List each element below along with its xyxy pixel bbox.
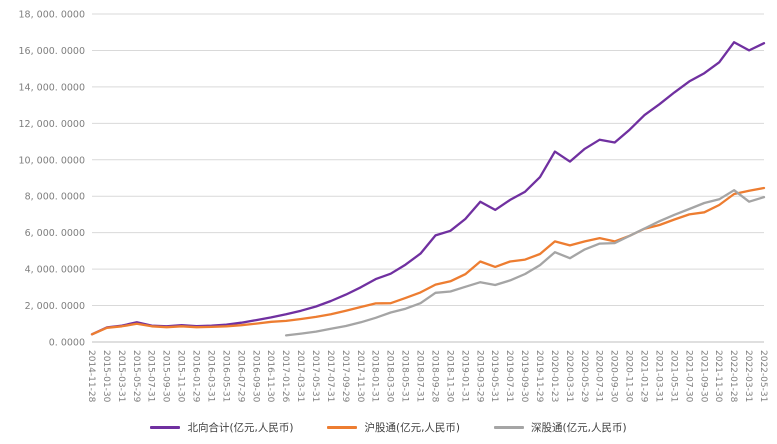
legend-item-hugutong: 沪股通(亿元,人民币) — [327, 420, 460, 435]
x-tick-label: 2020-07-31 — [594, 350, 604, 402]
chart-legend: 北向合计(亿元,人民币) 沪股通(亿元,人民币) 深股通(亿元,人民币) — [0, 414, 777, 440]
x-tick-label: 2020-01-23 — [549, 350, 559, 402]
x-tick-label: 2017-03-31 — [295, 350, 305, 402]
x-tick-label: 2016-03-31 — [205, 350, 215, 402]
legend-label-hugutong: 沪股通(亿元,人民币) — [364, 421, 461, 434]
x-tick-label: 2017-05-31 — [310, 350, 320, 402]
x-tick-label: 2020-05-29 — [579, 350, 589, 403]
x-tick-label: 2014-11-28 — [86, 350, 96, 403]
x-tick-label: 2021-09-30 — [698, 350, 708, 403]
x-tick-label: 2015-09-30 — [161, 350, 171, 403]
x-tick-label: 2016-05-31 — [220, 350, 230, 402]
legend-label-shengutong: 深股通(亿元,人民币) — [531, 421, 627, 434]
legend-item-beixiang-total: 北向合计(亿元,人民币) — [150, 420, 293, 435]
x-tick-label: 2016-07-29 — [235, 350, 245, 403]
legend-item-shengutong: 深股通(亿元,人民币) — [494, 420, 627, 435]
x-tick-label: 2019-03-29 — [474, 350, 484, 403]
x-tick-label: 2018-05-31 — [400, 350, 410, 402]
x-tick-label: 2015-01-30 — [101, 350, 111, 403]
x-tick-label: 2020-03-31 — [564, 350, 574, 402]
x-tick-label: 2019-01-31 — [459, 350, 469, 402]
x-tick-label: 2020-09-30 — [609, 350, 619, 403]
x-tick-label: 2019-11-29 — [534, 350, 544, 403]
y-tick-label: 4, 000. 0000 — [25, 265, 85, 276]
x-tick-label: 2018-01-31 — [370, 350, 380, 402]
x-tick-label: 2017-11-30 — [355, 350, 365, 403]
x-tick-label: 2021-01-29 — [639, 350, 649, 403]
x-tick-label: 2018-11-30 — [444, 350, 454, 403]
x-tick-label: 2022-03-31 — [743, 350, 753, 402]
x-tick-label: 2017-01-26 — [280, 350, 290, 403]
x-tick-label: 2021-05-31 — [668, 350, 678, 402]
line-chart: 0. 0000 2, 000. 0000 4, 000. 0000 6, 000. 0… — [19, 10, 768, 403]
series-line-shengutong — [284, 189, 766, 337]
y-tick-label: 14, 000. 0000 — [19, 82, 85, 93]
x-tick-label: 2017-09-29 — [340, 350, 350, 403]
y-tick-label: 2, 000. 0000 — [25, 301, 85, 312]
legend-swatch-shengutong — [494, 425, 525, 429]
y-tick-label: 6, 000. 0000 — [25, 228, 85, 239]
y-tick-label: 12, 000. 0000 — [19, 119, 85, 130]
x-tick-label: 2020-11-30 — [624, 350, 634, 403]
x-tick-label: 2017-07-31 — [325, 350, 335, 402]
x-tick-label: 2022-05-31 — [758, 350, 768, 402]
x-tick-label: 2016-09-30 — [250, 350, 260, 403]
x-tick-label: 2016-01-29 — [191, 350, 201, 403]
x-tick-label: 2015-07-31 — [146, 350, 156, 402]
y-tick-label: 10, 000. 0000 — [19, 155, 85, 166]
x-tick-label: 2021-07-30 — [683, 350, 693, 403]
series-line-beixiang-total — [90, 41, 766, 336]
x-tick-label: 2018-09-28 — [429, 350, 439, 403]
legend-swatch-beixiang-total — [150, 425, 181, 429]
x-tick-label: 2019-07-31 — [504, 350, 514, 402]
y-tick-label: 8, 000. 0000 — [25, 192, 85, 203]
x-tick-label: 2015-05-29 — [131, 350, 141, 403]
x-tick-label: 2022-01-28 — [728, 350, 738, 403]
x-tick-label: 2015-11-30 — [176, 350, 186, 403]
series-line-hugutong — [90, 186, 766, 336]
x-tick-label: 2015-03-31 — [116, 350, 126, 402]
x-tick-label: 2018-07-31 — [415, 350, 425, 402]
x-tick-label: 2019-09-30 — [519, 350, 529, 403]
legend-swatch-hugutong — [327, 425, 358, 429]
x-tick-label: 2021-03-31 — [653, 350, 663, 402]
x-tick-label: 2021-11-30 — [713, 350, 723, 403]
y-tick-label: 0. 0000 — [49, 338, 85, 349]
x-tick-label: 2018-03-30 — [385, 350, 395, 403]
x-tick-label: 2016-11-30 — [265, 350, 275, 403]
legend-label-beixiang-total: 北向合计(亿元,人民币) — [187, 421, 294, 434]
y-tick-label: 16, 000. 0000 — [19, 46, 85, 57]
y-tick-label: 18, 000. 0000 — [19, 10, 85, 21]
x-tick-label: 2019-05-31 — [489, 350, 499, 402]
